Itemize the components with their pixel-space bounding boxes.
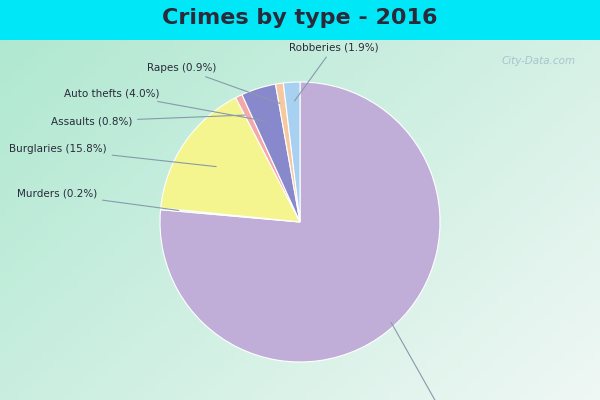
Wedge shape xyxy=(275,83,300,222)
Wedge shape xyxy=(236,94,300,222)
Text: Auto thefts (4.0%): Auto thefts (4.0%) xyxy=(65,88,266,121)
Text: Rapes (0.9%): Rapes (0.9%) xyxy=(146,63,280,103)
Text: Burglaries (15.8%): Burglaries (15.8%) xyxy=(9,144,216,167)
Text: Crimes by type - 2016: Crimes by type - 2016 xyxy=(162,8,438,28)
Wedge shape xyxy=(242,84,300,222)
Text: Assaults (0.8%): Assaults (0.8%) xyxy=(50,115,245,126)
Text: Robberies (1.9%): Robberies (1.9%) xyxy=(289,42,379,101)
Wedge shape xyxy=(161,98,300,222)
Wedge shape xyxy=(160,82,440,362)
Wedge shape xyxy=(161,208,300,222)
Text: Murders (0.2%): Murders (0.2%) xyxy=(17,189,179,210)
Text: City-Data.com: City-Data.com xyxy=(502,56,576,66)
Text: Thefts (76.4%): Thefts (76.4%) xyxy=(391,322,482,400)
Wedge shape xyxy=(283,82,300,222)
